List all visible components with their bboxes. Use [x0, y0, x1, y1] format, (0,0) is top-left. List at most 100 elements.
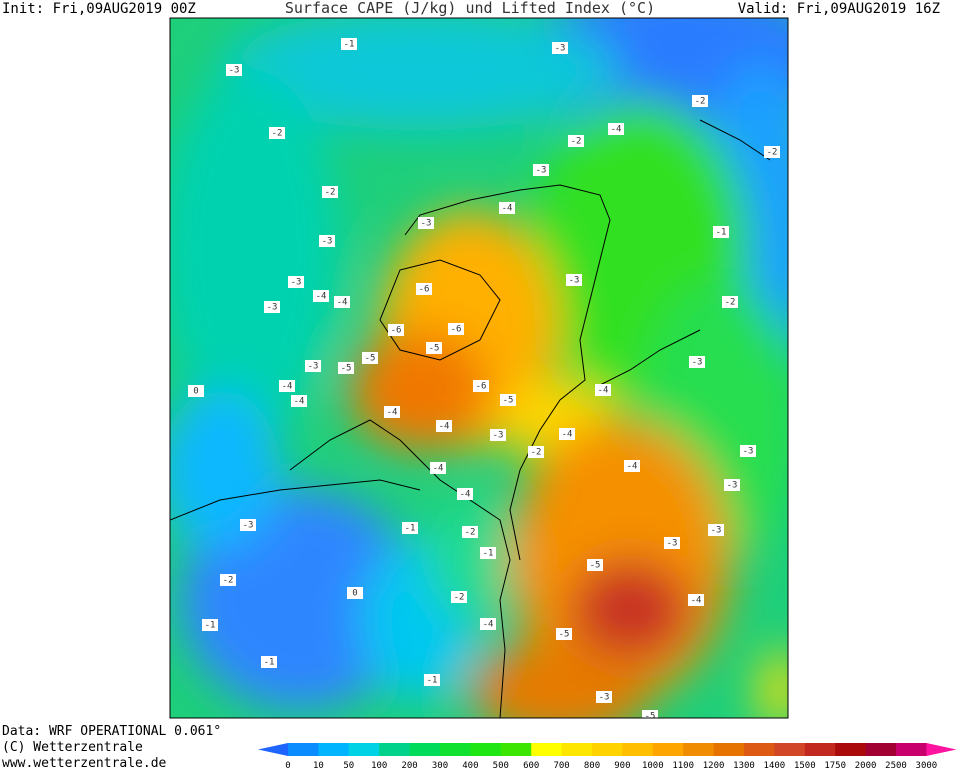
- label-box: [552, 42, 568, 54]
- label-box: [426, 342, 442, 354]
- colorbar-tick-label: 1000: [642, 761, 664, 770]
- lifted-index-label: -4: [282, 382, 293, 392]
- colorbar-tick-label: 50: [343, 761, 354, 770]
- label-box: [347, 587, 363, 599]
- data-source: Data: WRF OPERATIONAL 0.061°: [2, 724, 221, 739]
- lifted-index-label: -2: [571, 137, 582, 147]
- label-box: [608, 123, 624, 135]
- lifted-index-label: -5: [365, 354, 376, 364]
- valid-time: Valid: Fri,09AUG2019 16Z: [738, 1, 940, 17]
- lifted-index-label: -4: [691, 596, 702, 606]
- label-box: [418, 217, 434, 229]
- lifted-index-label: -2: [223, 576, 234, 586]
- lifted-index-label: -1: [427, 676, 438, 686]
- colorbar-arrow-low: [258, 743, 288, 756]
- label-box: [384, 406, 400, 418]
- label-box: [451, 591, 467, 603]
- lifted-index-label: -1: [716, 228, 727, 238]
- lifted-index-label: -1: [405, 524, 416, 534]
- lifted-index-label: -1: [344, 40, 355, 50]
- label-box: [595, 384, 611, 396]
- lifted-index-label: 0: [193, 387, 198, 397]
- lifted-index-label: -2: [272, 129, 283, 139]
- colorbar-segment: [804, 743, 836, 756]
- colorbar-segment: [652, 743, 684, 756]
- label-box: [596, 691, 612, 703]
- lifted-index-label: -6: [391, 326, 402, 336]
- label-box: [313, 290, 329, 302]
- label-box: [264, 301, 280, 313]
- label-box: [740, 445, 756, 457]
- label-box: [688, 594, 704, 606]
- colorbar-tick-label: 700: [553, 761, 569, 770]
- colorbar-tick-label: 0: [285, 761, 290, 770]
- label-box: [568, 135, 584, 147]
- label-box: [341, 38, 357, 50]
- lifted-index-label: -5: [559, 630, 570, 640]
- label-box: [624, 460, 640, 472]
- lifted-index-label: -3: [727, 481, 738, 491]
- colorbar-segment: [470, 743, 502, 756]
- lifted-index-label: -4: [598, 386, 609, 396]
- label-box: [448, 323, 464, 335]
- lifted-index-label: -4: [483, 620, 494, 630]
- lifted-index-label: -4: [337, 298, 348, 308]
- label-box: [388, 324, 404, 336]
- lifted-index-label: -1: [264, 658, 275, 668]
- label-box: [499, 202, 515, 214]
- lifted-index-label: -3: [291, 278, 302, 288]
- init-time: Init: Fri,09AUG2019 00Z: [2, 1, 196, 17]
- colorbar-segment: [592, 743, 623, 756]
- colorbar-tick-label: 3000: [916, 761, 938, 770]
- label-box: [416, 283, 432, 295]
- lifted-index-label: -5: [645, 712, 656, 722]
- lifted-index-label: -3: [267, 303, 278, 313]
- lifted-index-label: -3: [229, 66, 240, 76]
- colorbar-segment: [531, 743, 563, 756]
- label-box: [269, 127, 285, 139]
- label-box: [708, 524, 724, 536]
- colorbar-tick-label: 2500: [885, 761, 907, 770]
- lifted-index-label: -5: [590, 561, 601, 571]
- lifted-index-label: -3: [421, 219, 432, 229]
- label-box: [424, 674, 440, 686]
- lifted-index-label: -3: [711, 526, 722, 536]
- website: www.wetterzentrale.de: [2, 756, 167, 770]
- label-box: [288, 276, 304, 288]
- lifted-index-label: -3: [667, 539, 678, 549]
- colorbar-tick-label: 100: [371, 761, 387, 770]
- label-box: [724, 479, 740, 491]
- label-box: [764, 146, 780, 158]
- label-box: [490, 429, 506, 441]
- label-box: [188, 385, 204, 397]
- lifted-index-label: -5: [341, 364, 352, 374]
- colorbar-segment: [440, 743, 471, 756]
- label-box: [279, 380, 295, 392]
- colorbar-segment: [409, 743, 441, 756]
- colorbar-segment: [288, 743, 319, 756]
- label-box: [402, 522, 418, 534]
- colorbar-tick-label: 2000: [855, 761, 877, 770]
- lifted-index-label: -2: [454, 593, 465, 603]
- label-box: [338, 362, 354, 374]
- lifted-index-label: -3: [743, 447, 754, 457]
- label-box: [291, 395, 307, 407]
- lifted-index-label: -4: [294, 397, 305, 407]
- colorbar-segment: [561, 743, 593, 756]
- colorbar-segment: [622, 743, 654, 756]
- label-box: [261, 656, 277, 668]
- lifted-index-label: -6: [419, 285, 430, 295]
- colorbar-tick-label: 900: [614, 761, 630, 770]
- colorbar-tick-label: 500: [493, 761, 509, 770]
- lifted-index-label: -4: [627, 462, 638, 472]
- lifted-index-label: -6: [476, 382, 487, 392]
- colorbar-segment: [744, 743, 775, 756]
- label-box: [480, 618, 496, 630]
- colorbar-tick-label: 400: [462, 761, 478, 770]
- colorbar-tick-label: 1100: [672, 761, 694, 770]
- lifted-index-label: -5: [503, 396, 514, 406]
- colorbar-segment: [835, 743, 867, 756]
- lifted-index-label: -2: [325, 188, 336, 198]
- lifted-index-label: -3: [692, 358, 703, 368]
- label-box: [240, 519, 256, 531]
